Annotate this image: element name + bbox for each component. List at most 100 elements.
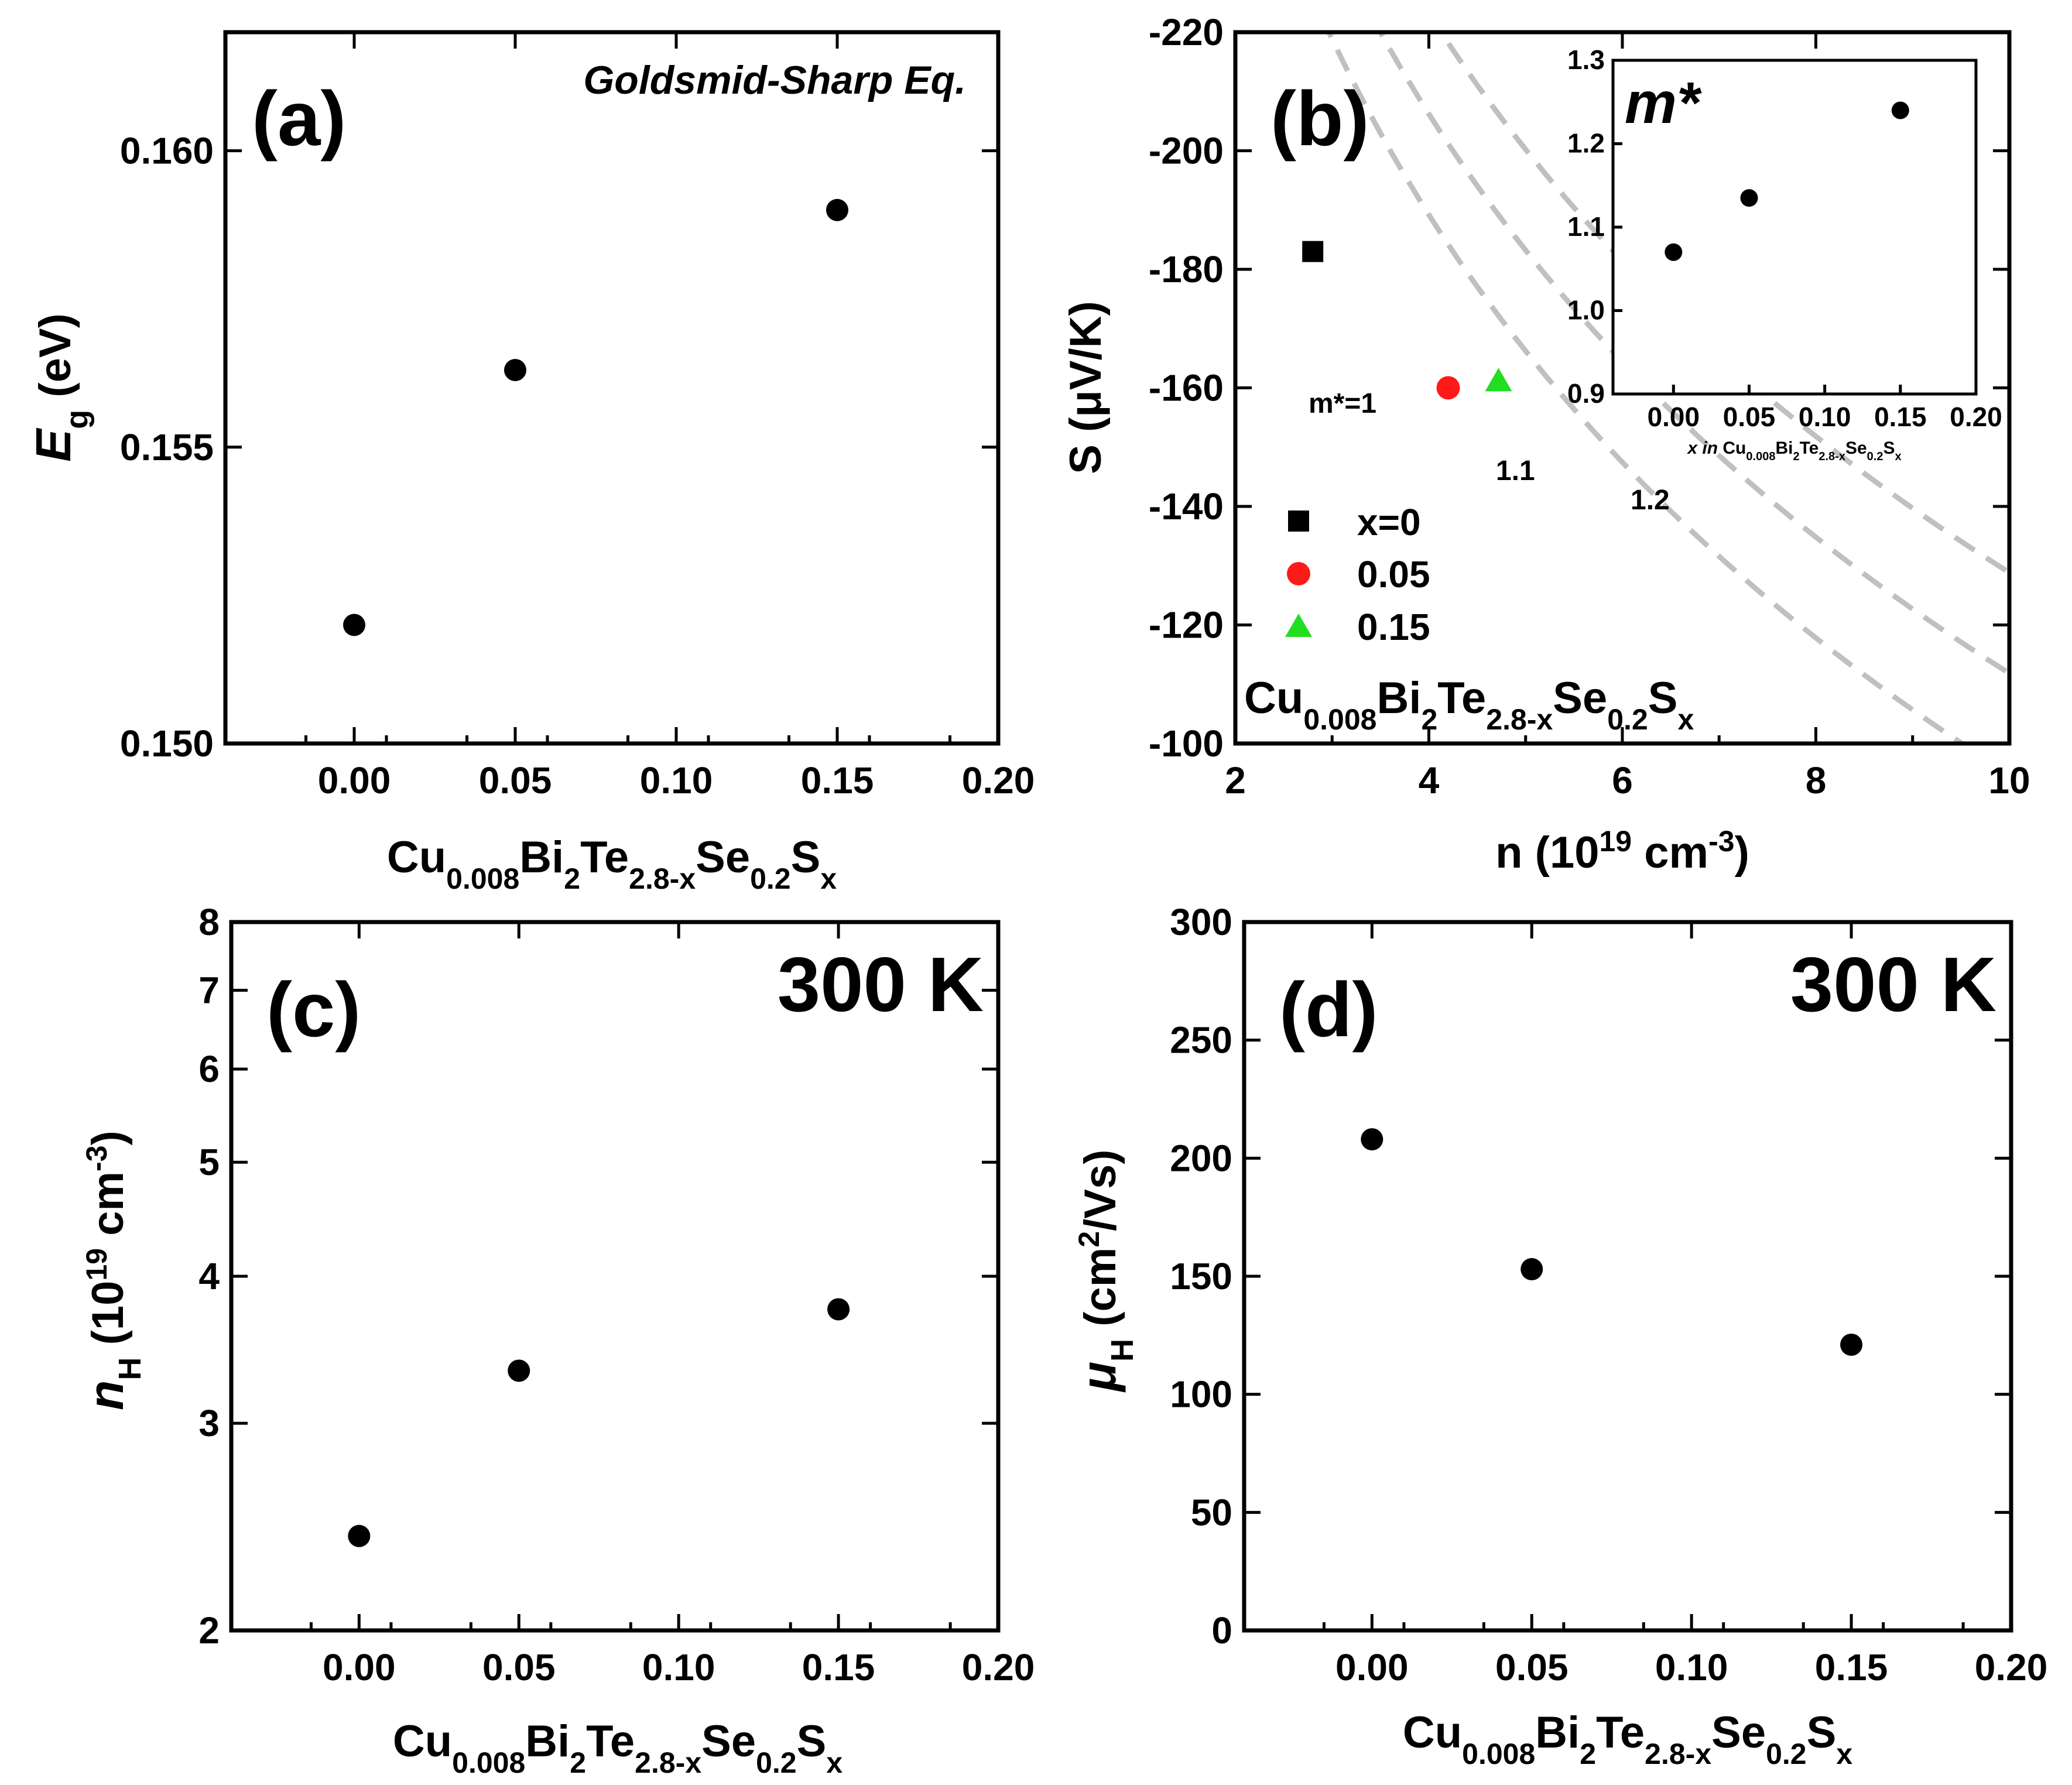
y-tick-label: 8 [198,901,220,943]
panel-d-ticks [1242,920,2013,1632]
y-tick-label: -140 [1149,485,1224,527]
inset-data-points [1665,101,1909,261]
data-point-square [1302,241,1324,262]
inset-x-tick-label: 0.20 [1950,402,2002,432]
legend-label-x005: 0.05 [1357,553,1430,595]
y-tick-label: -160 [1149,367,1224,409]
y-tick-label: -220 [1149,11,1224,53]
y-tick-label: 7 [198,969,220,1012]
y-tick-label: -180 [1149,248,1224,290]
legend-label-x0: x=0 [1357,501,1421,543]
panel-c-ticks [230,920,1000,1632]
inset-data-point [1665,243,1683,261]
panel-a-y-axis-title: Eg (eV) [26,313,95,462]
inset-background [1613,60,1976,394]
inset-x-axis-title: x in Cu0.008Bi2Te2.8-xSe0.2Sx [1686,438,1901,463]
data-point [1840,1333,1863,1356]
y-tick-label: 50 [1191,1491,1232,1533]
inset-tick-labels: 0.00 0.05 0.10 0.15 0.20 0.9 1.0 1.1 1.2 1.3 [1567,44,2002,432]
y-tick-label: -100 [1149,722,1224,765]
x-tick-label: 2 [1225,759,1246,801]
inset-ticks [1613,59,1978,396]
inset-y-tick-label: 0.9 [1567,378,1605,409]
data-point [1520,1258,1543,1280]
data-point [348,1524,371,1547]
curve-label-m1: m*=1 [1309,388,1376,419]
x-tick-label: 0.10 [1655,1646,1728,1688]
inset-y-tick-label: 1.0 [1567,295,1605,326]
y-tick-label: 200 [1170,1137,1232,1179]
inset-x-tick-label: 0.00 [1648,402,1700,432]
x-tick-label: 0.05 [479,759,552,801]
panel-d: 0.00 0.05 0.10 0.15 0.20 0 50 100 150 200 250 300 (… [1071,901,2047,1770]
panel-a-plot-frame [223,30,1001,746]
panel-b-legend: x=0 0.05 0.15 [1285,501,1430,648]
x-tick-label: 0.05 [482,1646,556,1688]
legend-marker-square [1288,511,1309,532]
x-tick-label: 0.10 [642,1646,715,1688]
panel-c: 0.00 0.05 0.10 0.15 0.20 2 3 4 5 6 7 8 (c) 300 K Cu… [78,901,1035,1779]
x-tick-label: 6 [1612,759,1633,801]
panel-d-data-points [1361,1128,1863,1356]
y-tick-label: 6 [198,1048,220,1090]
panel-c-data-points [348,1298,850,1547]
x-tick-label: 0.15 [801,759,874,801]
y-tick-label: 250 [1170,1019,1232,1061]
data-point [504,359,526,382]
inset-title: m* [1625,70,1702,136]
x-tick-label: 0.00 [318,759,391,801]
x-tick-label: 0.20 [1975,1646,2048,1688]
x-tick-label: 0.10 [640,759,713,801]
data-point [827,1298,850,1321]
x-tick-label: 0.20 [962,1646,1035,1688]
y-tick-label: -200 [1149,130,1224,172]
panel-c-y-axis-title: nH (1019 cm-3) [78,1130,148,1410]
x-tick-label: 0.05 [1495,1646,1568,1688]
x-tick-label: 0.00 [1335,1646,1409,1688]
panel-a-data-points [343,198,848,636]
panel-b-label: (b) [1270,76,1369,162]
inset-x-tick-label: 0.05 [1723,402,1776,432]
panel-c-label: (c) [266,967,361,1053]
x-tick-label: 0.00 [323,1646,396,1688]
panel-c-x-axis-title: Cu0.008Bi2Te2.8-xSe0.2Sx [393,1717,843,1779]
inset-x-tick-label: 0.15 [1874,402,1927,432]
y-tick-label: 0.150 [120,722,214,765]
y-tick-label: 4 [198,1255,220,1297]
panel-d-temperature: 300 K [1790,941,1996,1027]
data-point [343,614,365,636]
panel-d-y-axis-title: μH (cm2/Vs) [1071,1149,1140,1392]
panel-d-x-axis-title: Cu0.008Bi2Te2.8-xSe0.2Sx [1403,1708,1852,1770]
legend-label-x015: 0.15 [1357,606,1430,648]
x-tick-label: 4 [1419,759,1440,801]
panel-d-tick-labels: 0.00 0.05 0.10 0.15 0.20 0 50 100 150 200 250 300 [1170,901,2047,1688]
panel-a-tick-labels: 0.00 0.05 0.10 0.15 0.20 0.150 0.155 0.160 [120,130,1035,802]
inset-y-tick-label: 1.2 [1567,128,1605,159]
y-tick-label: 0.155 [120,426,214,468]
panel-b-y-axis-title: S (μV/K) [1061,301,1111,474]
panel-a-title: Goldsmid-Sharp Eq. [583,58,966,102]
y-tick-label: 0.160 [120,130,214,172]
y-tick-label: 150 [1170,1255,1232,1297]
y-tick-label: 0 [1211,1609,1232,1652]
data-point [508,1359,530,1382]
inset-y-tick-label: 1.3 [1567,44,1605,75]
panel-b-tick-labels: 2 4 6 8 10 -220 -200 -180 -160 -140 -120 -100 [1149,11,2030,801]
y-tick-label: 100 [1170,1373,1232,1416]
inset-x-tick-label: 0.10 [1799,402,1851,432]
panel-a-ticks [224,32,1000,745]
panel-c-temperature: 300 K [778,941,984,1027]
x-tick-label: 0.15 [802,1646,875,1688]
curve-label-m1-1: 1.1 [1496,455,1535,486]
panel-a-label: (a) [252,76,346,162]
x-tick-label: 8 [1806,759,1827,801]
y-tick-label: 300 [1170,901,1232,943]
data-point-triangle [1485,368,1512,392]
panel-b-x-axis-title: n (1019 cm-3) [1495,825,1749,878]
panel-b-compound-label: Cu0.008Bi2Te2.8-xSe0.2Sx [1244,673,1694,736]
panel-a-x-axis-title: Cu0.008Bi2Te2.8-xSe0.2Sx [387,832,837,895]
curve-label-m1-2: 1.2 [1631,485,1670,516]
data-point-circle [1436,376,1460,400]
y-tick-label: 5 [198,1141,220,1183]
